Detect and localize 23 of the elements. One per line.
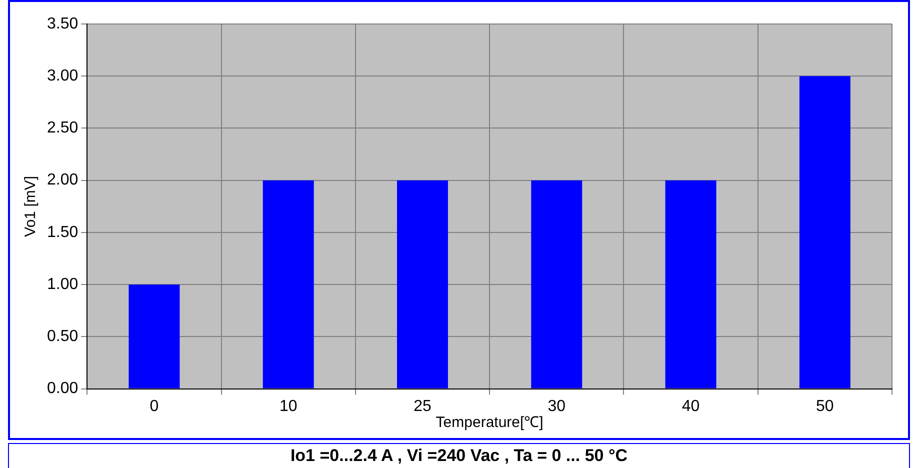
x-axis-title: Temperature[℃] xyxy=(436,414,544,432)
y-tick-label: 0.50 xyxy=(47,328,78,346)
x-tick-label: 30 xyxy=(548,398,566,415)
y-tick-label: 0.00 xyxy=(47,380,78,398)
bar xyxy=(397,180,448,388)
x-tick-label: 40 xyxy=(682,398,700,415)
y-tick-label: 1.50 xyxy=(47,224,78,241)
bar xyxy=(531,180,582,388)
bar xyxy=(665,180,716,388)
y-axis-title: Vo1 [mV] xyxy=(22,176,40,237)
y-tick-label: 2.50 xyxy=(47,120,78,137)
x-tick-label: 25 xyxy=(414,398,432,415)
x-tick-label: 50 xyxy=(816,398,834,415)
y-tick-label: 2.00 xyxy=(47,172,78,189)
bar xyxy=(128,284,180,388)
y-tick-label: 3.50 xyxy=(47,15,78,32)
y-tick-label: 3.00 xyxy=(47,68,78,85)
x-tick-label: 0 xyxy=(150,398,159,415)
x-tick-label: 10 xyxy=(279,398,298,415)
text: Io1 =0...2.4 A , Vi =240 Vac , Ta = 0 ... 50 °C xyxy=(8,443,910,468)
bar xyxy=(799,76,850,388)
bar xyxy=(262,180,314,388)
y-tick-label: 1.00 xyxy=(47,276,78,293)
